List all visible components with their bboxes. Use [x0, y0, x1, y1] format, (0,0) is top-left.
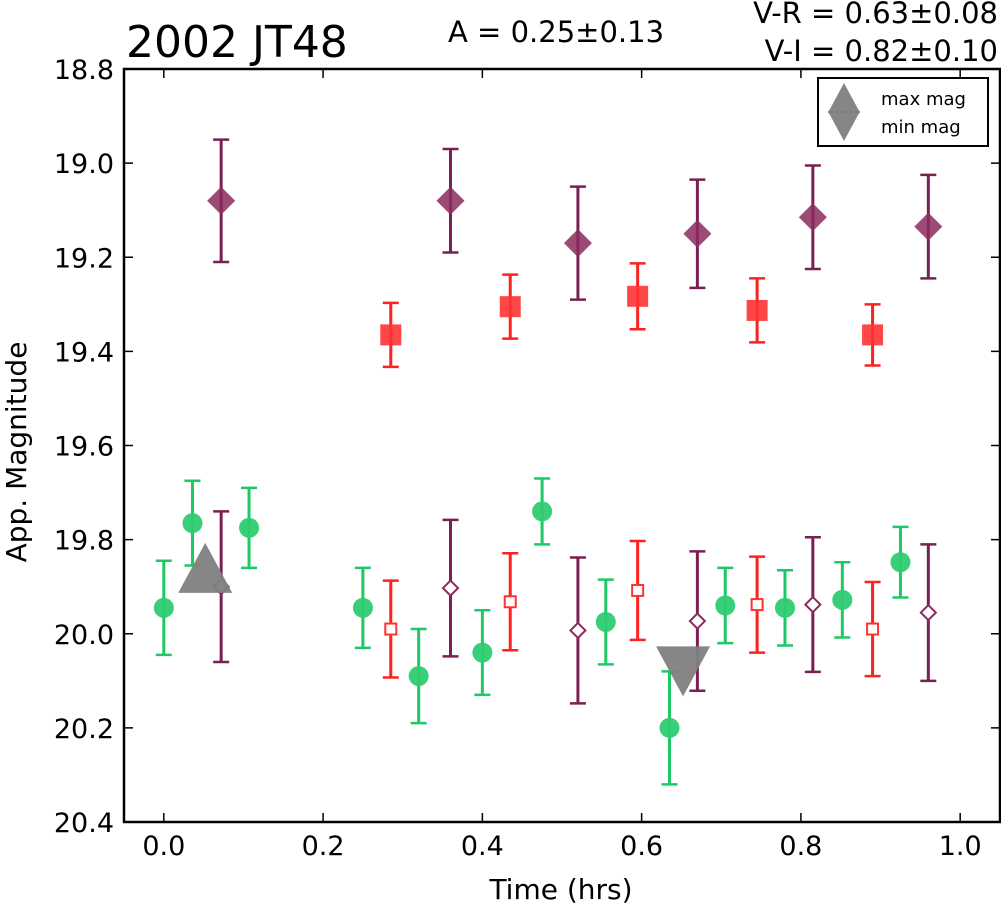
y-tick-label: 19.8 — [54, 526, 114, 557]
x-tick-label: 0.8 — [779, 831, 822, 862]
chart-title: 2002 JT48 — [126, 17, 348, 68]
data-point-square — [862, 324, 884, 346]
data-point-circle — [239, 517, 260, 538]
data-series — [153, 477, 911, 786]
color-index-vr: V-R = 0.63±0.08 — [753, 0, 998, 30]
data-point-diamond-open — [688, 612, 707, 630]
max-mag-marker — [827, 83, 861, 113]
data-point-diamond — [798, 203, 827, 232]
data-point-circle — [595, 611, 616, 632]
data-point-square — [627, 285, 649, 307]
data-series — [382, 539, 881, 679]
plot-frame — [122, 67, 1001, 824]
data-point-diamond-open — [569, 621, 587, 640]
plot-marks — [153, 138, 943, 786]
y-tick-label: 19.4 — [54, 337, 114, 368]
data-point-circle — [715, 595, 736, 616]
data-point-diamond-open — [803, 595, 822, 614]
x-tick-label: 0.2 — [302, 831, 345, 862]
x-tick-label: 0.6 — [620, 831, 663, 862]
data-point-square — [499, 296, 521, 318]
amplitude-label: A = 0.25±0.13 — [448, 15, 664, 49]
min-mag-marker — [656, 646, 711, 697]
y-tick-label: 19.2 — [54, 243, 114, 274]
data-point-diamond — [563, 229, 592, 258]
y-tick-label: 19.0 — [54, 149, 114, 180]
data-point-circle — [153, 597, 174, 618]
data-point-circle — [472, 642, 493, 663]
legend-label: max mag — [881, 89, 966, 110]
y-tick-label: 20.0 — [54, 620, 114, 651]
data-series — [380, 262, 884, 369]
data-point-diamond-open — [919, 603, 938, 622]
data-point-square — [380, 324, 402, 346]
data-point-diamond — [683, 219, 712, 248]
data-series — [212, 510, 938, 705]
x-tick-label: 0.0 — [142, 831, 185, 862]
legend: max mag min mag — [817, 77, 989, 147]
data-point-diamond — [914, 212, 943, 241]
y-tick-label: 20.4 — [54, 808, 114, 839]
data-point-square-open — [503, 595, 517, 609]
y-tick-label: 19.6 — [54, 432, 114, 463]
data-point-circle — [774, 597, 795, 618]
data-series — [207, 138, 943, 301]
data-point-square-open — [750, 598, 764, 612]
x-tick-label: 0.4 — [461, 831, 504, 862]
data-point-circle — [532, 501, 553, 522]
data-point-circle — [832, 589, 853, 610]
max-mag-marker — [178, 542, 233, 593]
data-point-square-open — [384, 622, 398, 636]
data-point-square — [746, 299, 768, 321]
x-tick-label: 1.0 — [939, 831, 982, 862]
data-point-circle — [352, 597, 373, 618]
data-point-square-open — [631, 583, 645, 597]
y-axis-label: App. Magnitude — [0, 342, 33, 563]
y-tick-label: 20.2 — [54, 714, 114, 745]
data-point-circle — [408, 666, 429, 687]
color-index-vi: V-I = 0.82±0.10 — [765, 34, 998, 68]
data-point-diamond — [207, 186, 236, 215]
data-point-square-open — [866, 622, 880, 636]
min-mag-marker — [827, 111, 861, 141]
data-point-diamond-open — [441, 579, 460, 598]
data-point-circle — [659, 717, 680, 738]
data-point-diamond — [436, 186, 465, 215]
data-point-circle — [890, 552, 911, 573]
x-axis-label: Time (hrs) — [488, 873, 632, 904]
data-point-circle — [182, 513, 203, 534]
y-tick-label: 18.8 — [54, 55, 114, 86]
legend-label: min mag — [881, 117, 961, 138]
axis-ticks: 0.0 0.2 0.4 0.6 0.8 1.0 18.8 19.0 19.2 19.4 19.6 19… — [54, 55, 1000, 862]
